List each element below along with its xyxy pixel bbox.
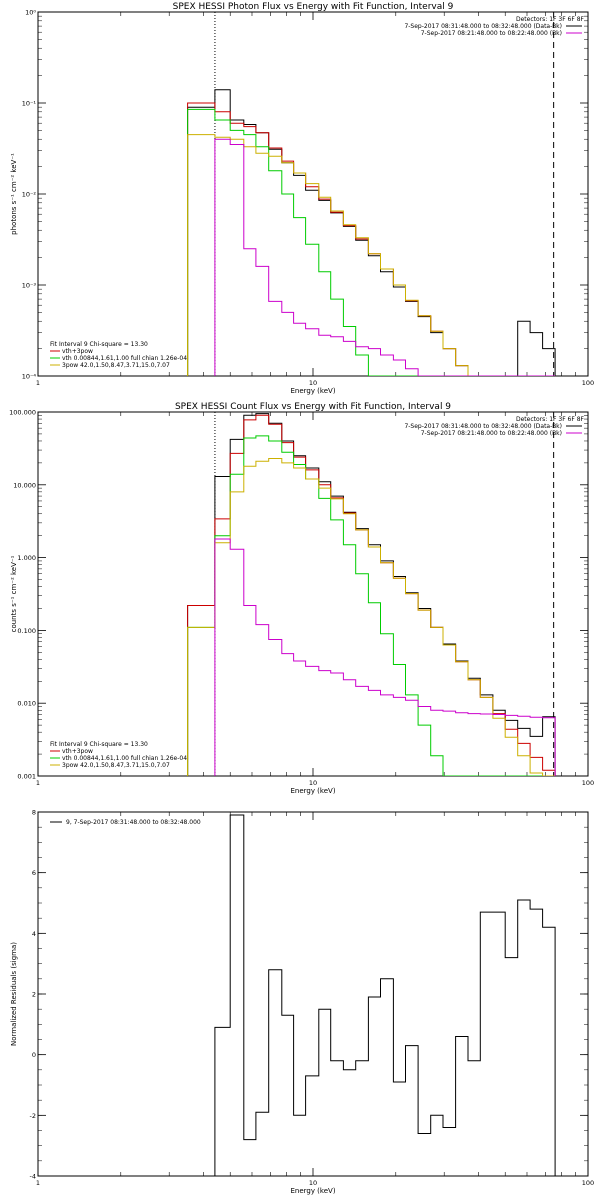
legend-entry: 3pow 42.0,1.50,8.47,3.71,15.0,7.07	[62, 762, 170, 769]
plot-area	[187, 89, 556, 376]
legend-entry: 3pow 42.0,1.50,8.47,3.71,15.0,7.07	[62, 362, 170, 369]
chart-photon: SPEX HESSI Photon Flux vs Energy with Fi…	[10, 2, 594, 395]
series-line-1	[187, 102, 556, 376]
legend-entry: vth 0.00844,1.61,1.00 full chian 1.26e-0…	[62, 755, 187, 762]
y-tick-label: 10.000	[13, 481, 36, 489]
series-line-0	[187, 413, 556, 776]
x-tick-label: 10	[309, 379, 317, 387]
legend-entry: Fit Interval 9 Chi-square = 13.30	[50, 741, 148, 748]
y-tick-label: 2	[32, 991, 36, 999]
y-tick-label: 4	[32, 930, 36, 938]
legend-entry: vth+3pow	[62, 748, 93, 755]
time-range-label: 7-Sep-2017 08:31:48.000 to 08:32:48.000 …	[404, 423, 562, 430]
detectors-label: Detectors: 1F 3F 6F 8F	[516, 416, 585, 423]
legend-entry: Fit Interval 9 Chi-square = 13.30	[50, 341, 148, 348]
series-line-4	[214, 138, 556, 376]
legend-entry: 9, 7-Sep-2017 08:31:48.000 to 08:32:48.0…	[66, 819, 201, 826]
detectors-label: Detectors: 1F 3F 6F 8F	[516, 16, 585, 23]
legend-entry: vth+3pow	[62, 348, 93, 355]
x-axis-label: Energy (keV)	[290, 1187, 335, 1195]
x-tick-label: 1	[36, 379, 40, 387]
series-line-3	[187, 134, 556, 376]
y-axis-label: Normalized Residuals (sigma)	[10, 942, 18, 1046]
chart-resid: 1 10 100 Energy (keV) -4 -2 0 2 4 6 8 Normalized Re…	[10, 809, 594, 1196]
plot-frame	[37, 11, 589, 377]
chart-title: SPEX HESSI Photon Flux vs Energy with Fi…	[173, 2, 454, 12]
y-tick-label: 10⁻⁴	[22, 373, 37, 381]
series-line-4	[214, 538, 556, 776]
y-tick-label: 8	[32, 809, 36, 817]
chart-title: SPEX HESSI Count Flux vs Energy with Fit…	[175, 402, 451, 412]
x-tick-label: 1	[36, 779, 40, 787]
y-tick-label: 10⁻¹	[22, 100, 37, 108]
x-tick-label: 100	[582, 1179, 594, 1187]
series-line-2	[187, 108, 556, 376]
legend-entry: vth 0.00844,1.61,1.00 full chian 1.26e-0…	[62, 355, 187, 362]
x-tick-label: 100	[582, 779, 594, 787]
y-axis-label: counts s⁻¹ cm⁻² keV⁻¹	[10, 555, 18, 632]
series-line-1	[187, 414, 556, 776]
series-line-3	[187, 458, 556, 776]
time-range-label: 7-Sep-2017 08:21:48.000 to 08:22:48.000 …	[421, 30, 562, 37]
plot-area	[187, 413, 556, 776]
x-tick-label: 100	[582, 379, 594, 387]
y-tick-label: 100.000	[9, 409, 36, 417]
y-tick-label: 0.100	[17, 627, 36, 635]
y-tick-label: 10⁻³	[22, 282, 37, 290]
x-axis-label: Energy (keV)	[290, 787, 335, 795]
plot-frame	[37, 811, 589, 1177]
y-tick-label: -4	[30, 1173, 36, 1181]
series-line-2	[187, 435, 556, 776]
time-range-label: 7-Sep-2017 08:31:48.000 to 08:32:48.000 …	[404, 23, 562, 30]
y-tick-label: 10⁻²	[22, 191, 37, 199]
y-tick-label: 10⁰	[25, 9, 36, 17]
y-tick-label: -2	[30, 1112, 36, 1120]
plot-area	[214, 814, 556, 1176]
x-tick-label: 10	[309, 1179, 317, 1187]
x-axis-label: Energy (keV)	[290, 387, 335, 395]
x-tick-label: 10	[309, 779, 317, 787]
y-tick-label: 0.001	[17, 773, 36, 781]
time-range-label: 7-Sep-2017 08:21:48.000 to 08:22:48.000 …	[421, 430, 562, 437]
series-line-0	[187, 89, 556, 376]
y-axis-label: photons s⁻¹ cm⁻² keV⁻¹	[10, 153, 18, 235]
y-tick-label: 6	[32, 869, 36, 877]
y-tick-label: 1.000	[17, 554, 36, 562]
x-tick-label: 1	[36, 1179, 40, 1187]
y-tick-label: 0.010	[17, 700, 36, 708]
chart-count: SPEX HESSI Count Flux vs Energy with Fit…	[9, 402, 594, 795]
y-tick-label: 0	[32, 1051, 36, 1059]
series-line-0	[214, 814, 556, 1176]
